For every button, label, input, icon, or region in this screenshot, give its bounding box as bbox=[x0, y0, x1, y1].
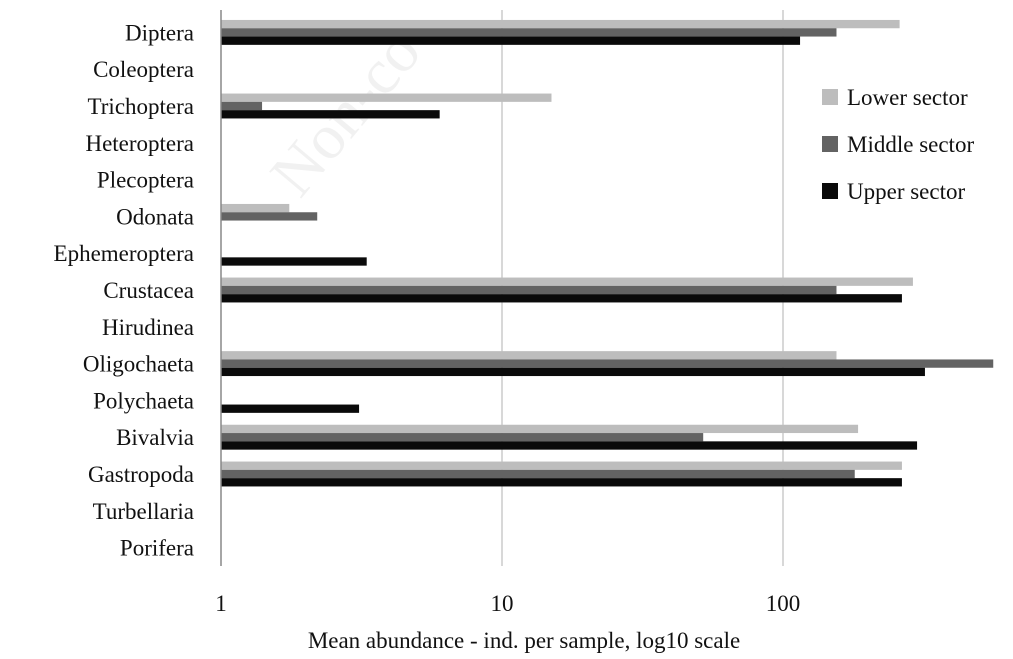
category-label-heteroptera: Heteroptera bbox=[85, 131, 194, 156]
bar-gastropoda-lower-sector bbox=[221, 461, 902, 470]
bar-crustacea-middle-sector bbox=[221, 285, 837, 295]
bar-polychaeta-upper-sector bbox=[221, 404, 360, 413]
bar-crustacea-lower-sector bbox=[221, 277, 913, 286]
category-label-trichoptera: Trichoptera bbox=[88, 94, 194, 119]
category-label-turbellaria: Turbellaria bbox=[93, 499, 194, 524]
x-tick-label-10: 10 bbox=[491, 591, 514, 616]
category-labels: Diptera Coleoptera Trichoptera Heteroptera P… bbox=[54, 20, 194, 560]
bar-trichoptera-upper-sector bbox=[221, 110, 440, 119]
bar-odonata-middle-sector bbox=[221, 212, 318, 221]
bar-gastropoda-upper-sector bbox=[221, 478, 902, 487]
legend-swatch-upper-sector bbox=[822, 183, 838, 199]
bar-odonata-lower-sector bbox=[221, 203, 290, 213]
bar-gastropoda-middle-sector bbox=[221, 469, 855, 479]
category-label-coleoptera: Coleoptera bbox=[93, 57, 194, 82]
bar-diptera-upper-sector bbox=[221, 36, 801, 45]
category-label-plecoptera: Plecoptera bbox=[97, 168, 194, 193]
bar-oligochaeta-upper-sector bbox=[221, 367, 925, 377]
category-label-ephemeroptera: Ephemeroptera bbox=[54, 241, 194, 266]
category-label-crustacea: Crustacea bbox=[103, 278, 194, 303]
category-label-porifera: Porifera bbox=[120, 536, 194, 561]
legend-swatch-middle-sector bbox=[822, 136, 838, 152]
bar-oligochaeta-middle-sector bbox=[221, 359, 994, 368]
bar-bivalvia-middle-sector bbox=[221, 433, 704, 442]
legend-label-middle-sector: Middle sector bbox=[847, 132, 974, 157]
legend: Lower sector Middle sector Upper sector bbox=[822, 85, 974, 204]
bar-ephemeroptera-upper-sector bbox=[221, 257, 367, 266]
legend-label-lower-sector: Lower sector bbox=[847, 85, 968, 110]
category-label-hirudinea: Hirudinea bbox=[102, 315, 194, 340]
bar-bivalvia-upper-sector bbox=[221, 441, 918, 450]
x-tick-label-100: 100 bbox=[766, 591, 801, 616]
x-axis-title: Mean abundance - ind. per sample, log10 … bbox=[308, 628, 740, 653]
category-label-gastropoda: Gastropoda bbox=[88, 462, 194, 487]
legend-label-upper-sector: Upper sector bbox=[847, 179, 965, 204]
category-label-polychaeta: Polychaeta bbox=[93, 388, 194, 413]
bar-trichoptera-lower-sector bbox=[221, 93, 552, 102]
bar-oligochaeta-lower-sector bbox=[221, 351, 837, 360]
category-label-bivalvia: Bivalvia bbox=[116, 425, 194, 450]
bar-crustacea-upper-sector bbox=[221, 294, 902, 303]
bars bbox=[221, 19, 994, 487]
x-tick-labels: 1 10 100 bbox=[215, 591, 800, 616]
bar-diptera-lower-sector bbox=[221, 19, 900, 29]
bar-trichoptera-middle-sector bbox=[221, 101, 263, 111]
x-tick-label-1: 1 bbox=[215, 591, 227, 616]
category-label-odonata: Odonata bbox=[116, 204, 194, 229]
category-label-oligochaeta: Oligochaeta bbox=[83, 352, 194, 377]
category-label-diptera: Diptera bbox=[125, 20, 194, 45]
bar-bivalvia-lower-sector bbox=[221, 424, 859, 434]
bar-diptera-middle-sector bbox=[221, 28, 837, 37]
legend-swatch-lower-sector bbox=[822, 89, 838, 105]
